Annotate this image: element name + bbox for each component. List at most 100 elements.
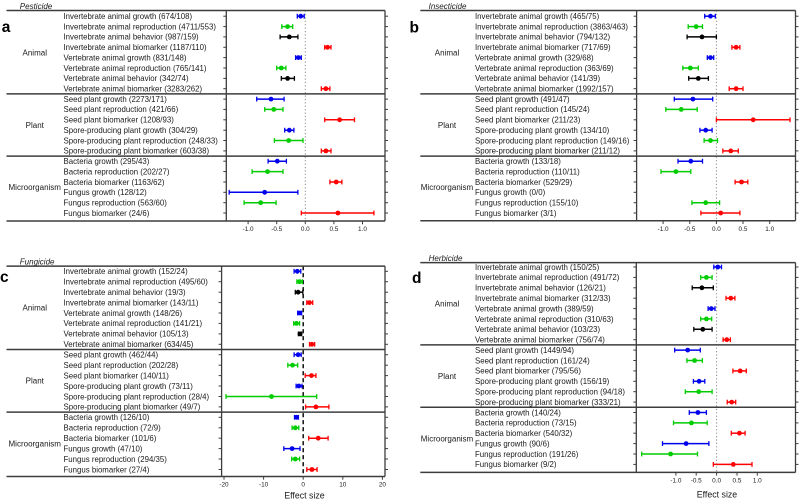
svg-text:Animal: Animal xyxy=(23,48,48,57)
svg-text:Herbicide: Herbicide xyxy=(429,254,463,263)
svg-text:Seed plant reproduction (145/2: Seed plant reproduction (145/24) xyxy=(475,105,590,114)
svg-text:0.0: 0.0 xyxy=(712,226,721,233)
svg-text:Seed plant growth (491/47): Seed plant growth (491/47) xyxy=(475,95,570,104)
svg-text:Bacteria biomarker (101/6): Bacteria biomarker (101/6) xyxy=(64,434,157,443)
svg-text:Seed plant reproduction (202/2: Seed plant reproduction (202/28) xyxy=(64,361,179,370)
svg-text:0.0: 0.0 xyxy=(301,226,310,233)
svg-text:Spore-producing plant biomarke: Spore-producing plant biomarker (211/12) xyxy=(475,147,620,156)
svg-text:Vertebrate animal biomarker (1: Vertebrate animal biomarker (1992/157) xyxy=(475,85,614,94)
svg-text:Fungus reproduction (155/10): Fungus reproduction (155/10) xyxy=(475,199,579,208)
svg-text:Vertebrate animal biomarker (7: Vertebrate animal biomarker (756/74) xyxy=(475,336,605,345)
svg-text:Invertebrate animal biomarker: Invertebrate animal biomarker (312/33) xyxy=(475,294,611,303)
svg-text:Effect size: Effect size xyxy=(697,490,738,500)
svg-text:Vertebrate animal reproduction: Vertebrate animal reproduction (363/69) xyxy=(475,64,614,73)
svg-text:Bacteria growth (295/43): Bacteria growth (295/43) xyxy=(64,157,150,166)
svg-text:Seed plant biomarker (1208/93): Seed plant biomarker (1208/93) xyxy=(64,116,175,125)
svg-text:Seed plant biomarker (140/11): Seed plant biomarker (140/11) xyxy=(64,371,170,380)
svg-text:-1.0: -1.0 xyxy=(243,226,254,233)
svg-text:Seed plant reproduction (421/6: Seed plant reproduction (421/66) xyxy=(64,105,179,114)
svg-text:20: 20 xyxy=(379,482,387,489)
svg-text:Bacteria reproduction (73/15): Bacteria reproduction (73/15) xyxy=(475,419,577,428)
svg-text:Seed plant reproduction (161/2: Seed plant reproduction (161/24) xyxy=(475,356,590,365)
svg-text:Fungus biomarker (3/1): Fungus biomarker (3/1) xyxy=(475,209,557,218)
svg-text:Spore-producing plant reproduc: Spore-producing plant reproduction (149/… xyxy=(475,136,630,145)
svg-text:Fungus reproduction (191/26): Fungus reproduction (191/26) xyxy=(475,450,579,459)
svg-text:Vertebrate animal growth (329/: Vertebrate animal growth (329/68) xyxy=(475,53,594,62)
svg-text:Plant: Plant xyxy=(26,377,45,386)
svg-text:Spore-producing plant growth (: Spore-producing plant growth (304/29) xyxy=(64,126,199,135)
svg-text:Vertebrate animal reproduction: Vertebrate animal reproduction (310/63) xyxy=(475,315,614,324)
svg-text:Invertebrate animal reproducti: Invertebrate animal reproduction (3863/4… xyxy=(475,22,628,31)
svg-text:Spore-producing plant reproduc: Spore-producing plant reproduction (248/… xyxy=(64,136,219,145)
svg-text:Invertebrate animal growth (15: Invertebrate animal growth (152/24) xyxy=(64,267,189,276)
svg-text:Invertebrate animal behavior (: Invertebrate animal behavior (794/132) xyxy=(475,33,611,42)
svg-text:a: a xyxy=(2,19,11,36)
svg-text:Seed plant growth (2273/171): Seed plant growth (2273/171) xyxy=(64,95,168,104)
svg-text:0.5: 0.5 xyxy=(733,478,742,485)
svg-text:Bacteria growth (133/18): Bacteria growth (133/18) xyxy=(475,157,561,166)
svg-text:Vertebrate animal reproduction: Vertebrate animal reproduction (765/141) xyxy=(64,64,207,73)
svg-text:Spore-producing plant reproduc: Spore-producing plant reproduction (28/4… xyxy=(64,392,210,401)
svg-text:-0.5: -0.5 xyxy=(691,478,702,485)
svg-text:Spore-producing plant reproduc: Spore-producing plant reproduction (94/1… xyxy=(475,388,625,397)
svg-text:Plant: Plant xyxy=(26,121,45,130)
svg-text:Microorganism: Microorganism xyxy=(9,439,62,448)
svg-text:Plant: Plant xyxy=(438,372,457,381)
svg-text:1.0: 1.0 xyxy=(358,226,367,233)
svg-text:Vertebrate animal behavior (10: Vertebrate animal behavior (103/23) xyxy=(475,325,601,334)
svg-text:Animal: Animal xyxy=(435,48,460,57)
svg-text:Pesticide: Pesticide xyxy=(20,2,53,11)
svg-text:-1.0: -1.0 xyxy=(658,226,669,233)
svg-text:Vertebrate animal growth (389/: Vertebrate animal growth (389/59) xyxy=(475,304,594,313)
svg-text:Spore-producing plant growth (: Spore-producing plant growth (134/10) xyxy=(475,126,610,135)
svg-text:Animal: Animal xyxy=(435,299,460,308)
svg-text:Bacteria biomarker (1163/62): Bacteria biomarker (1163/62) xyxy=(64,178,165,187)
svg-text:Bacteria growth (140/24): Bacteria growth (140/24) xyxy=(475,408,561,417)
svg-text:Seed plant biomarker (795/56): Seed plant biomarker (795/56) xyxy=(475,367,581,376)
svg-text:b: b xyxy=(410,20,419,37)
svg-text:Vertebrate animal growth (831/: Vertebrate animal growth (831/148) xyxy=(64,53,187,62)
svg-text:Spore-producing plant growth (: Spore-producing plant growth (73/11) xyxy=(64,382,194,391)
svg-text:Insecticide: Insecticide xyxy=(429,2,467,11)
svg-text:-20: -20 xyxy=(219,482,229,489)
svg-text:Invertebrate animal reproducti: Invertebrate animal reproduction (495/60… xyxy=(64,278,209,287)
svg-text:Invertebrate animal biomarker: Invertebrate animal biomarker (717/69) xyxy=(475,43,611,52)
svg-text:Invertebrate animal growth (67: Invertebrate animal growth (674/108) xyxy=(64,12,193,21)
svg-text:-0.5: -0.5 xyxy=(684,226,695,233)
svg-text:0.0: 0.0 xyxy=(712,478,721,485)
svg-text:Invertebrate animal biomarker: Invertebrate animal biomarker (1187/110) xyxy=(64,43,208,52)
svg-text:Plant: Plant xyxy=(438,121,457,130)
svg-text:Fungus growth (47/10): Fungus growth (47/10) xyxy=(64,444,143,453)
svg-text:Fungicide: Fungicide xyxy=(20,258,55,267)
svg-text:Microorganism: Microorganism xyxy=(421,434,474,443)
svg-text:Bacteria reproduction (202/27): Bacteria reproduction (202/27) xyxy=(64,167,170,176)
svg-text:Bacteria biomarker (540/32): Bacteria biomarker (540/32) xyxy=(475,429,573,438)
svg-text:1.0: 1.0 xyxy=(765,226,774,233)
svg-text:Vertebrate animal behavior (34: Vertebrate animal behavior (342/74) xyxy=(64,74,190,83)
svg-text:Invertebrate animal growth (46: Invertebrate animal growth (465/75) xyxy=(475,12,600,21)
svg-text:Fungus biomarker (27/4): Fungus biomarker (27/4) xyxy=(64,465,150,474)
svg-text:0: 0 xyxy=(301,482,305,489)
svg-text:Bacteria biomarker (529/29): Bacteria biomarker (529/29) xyxy=(475,178,573,187)
svg-text:0.5: 0.5 xyxy=(329,226,338,233)
svg-text:-0.5: -0.5 xyxy=(271,226,282,233)
svg-text:Fungus growth (0/0): Fungus growth (0/0) xyxy=(475,188,546,197)
svg-text:Spore-producing plant biomarke: Spore-producing plant biomarker (333/21) xyxy=(475,398,621,407)
svg-text:Vertebrate animal behavior (10: Vertebrate animal behavior (105/13) xyxy=(64,330,190,339)
svg-text:1.0: 1.0 xyxy=(753,478,762,485)
svg-text:Vertebrate animal biomarker (3: Vertebrate animal biomarker (3283/262) xyxy=(64,85,203,94)
svg-text:Fungus reproduction (563/60): Fungus reproduction (563/60) xyxy=(64,199,168,208)
svg-text:Invertebrate animal reproducti: Invertebrate animal reproduction (491/72… xyxy=(475,273,620,282)
svg-text:Bacteria reproduction (72/9): Bacteria reproduction (72/9) xyxy=(64,424,162,433)
svg-text:Fungus growth (90/6): Fungus growth (90/6) xyxy=(475,439,550,448)
svg-text:Microorganism: Microorganism xyxy=(421,183,474,192)
svg-text:Invertebrate animal growth (15: Invertebrate animal growth (150/25) xyxy=(475,263,600,272)
svg-text:-10: -10 xyxy=(259,482,269,489)
svg-text:Invertebrate animal reproducti: Invertebrate animal reproduction (4711/5… xyxy=(64,22,217,31)
svg-text:Invertebrate animal behavior (: Invertebrate animal behavior (19/3) xyxy=(64,288,186,297)
svg-text:d: d xyxy=(412,270,421,287)
svg-text:Fungus reproduction (294/35): Fungus reproduction (294/35) xyxy=(64,455,168,464)
svg-text:Microorganism: Microorganism xyxy=(9,183,62,192)
svg-text:Seed plant growth (1449/94): Seed plant growth (1449/94) xyxy=(475,346,574,355)
svg-text:Invertebrate animal behavior (: Invertebrate animal behavior (987/159) xyxy=(64,33,200,42)
